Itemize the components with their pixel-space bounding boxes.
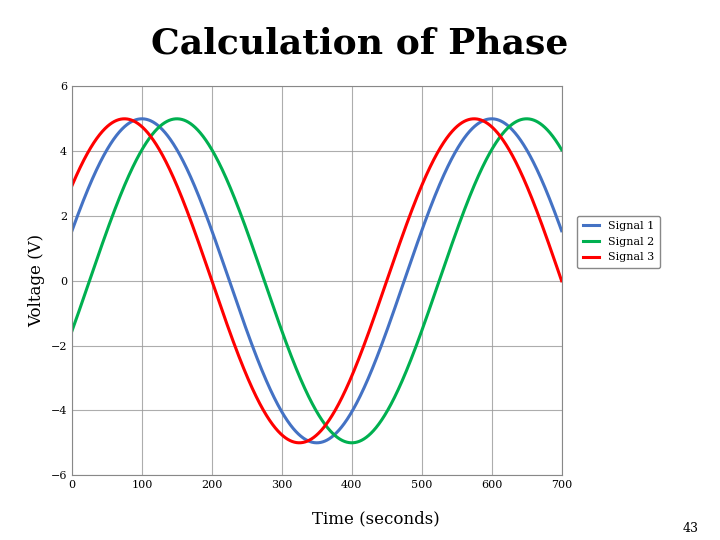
Signal 3 (557, 278, 566, 284)
Signal 1 (557, 227, 566, 234)
Signal 1 (548, 202, 557, 209)
Signal 3 (124, 116, 132, 123)
Signal 3 (256, 401, 264, 407)
Signal 1 (124, 121, 132, 127)
Signal 1 (256, 362, 264, 368)
Signal 3 (68, 183, 76, 189)
Signal 3 (295, 440, 304, 446)
Signal 1 (312, 440, 321, 446)
Signal 2 (124, 174, 132, 181)
Signal 3 (276, 431, 285, 437)
Signal 1 (138, 116, 146, 122)
Signal 1 (495, 117, 504, 124)
Signal 2 (495, 134, 504, 141)
Signal 2 (276, 325, 285, 332)
Y-axis label: Voltage (V): Voltage (V) (28, 234, 45, 327)
Line: Signal 1: Signal 1 (72, 119, 562, 443)
Text: 43: 43 (683, 522, 698, 535)
Signal 2 (548, 132, 557, 139)
Line: Signal 2: Signal 2 (72, 119, 562, 443)
Signal 3 (120, 116, 129, 122)
Text: Time (seconds): Time (seconds) (312, 510, 439, 527)
Legend: Signal 1, Signal 2, Signal 3: Signal 1, Signal 2, Signal 3 (577, 216, 660, 268)
Text: Calculation of Phase: Calculation of Phase (151, 27, 569, 61)
Signal 2 (522, 116, 531, 122)
Signal 1 (276, 407, 285, 414)
Signal 1 (153, 122, 161, 128)
Line: Signal 3: Signal 3 (72, 119, 562, 443)
Signal 3 (153, 143, 161, 149)
Signal 2 (557, 146, 566, 153)
Signal 2 (348, 440, 356, 446)
Signal 1 (68, 227, 76, 234)
Signal 2 (68, 328, 76, 334)
Signal 3 (495, 132, 504, 139)
Signal 3 (548, 251, 557, 257)
Signal 2 (153, 126, 161, 132)
Signal 2 (256, 264, 264, 271)
